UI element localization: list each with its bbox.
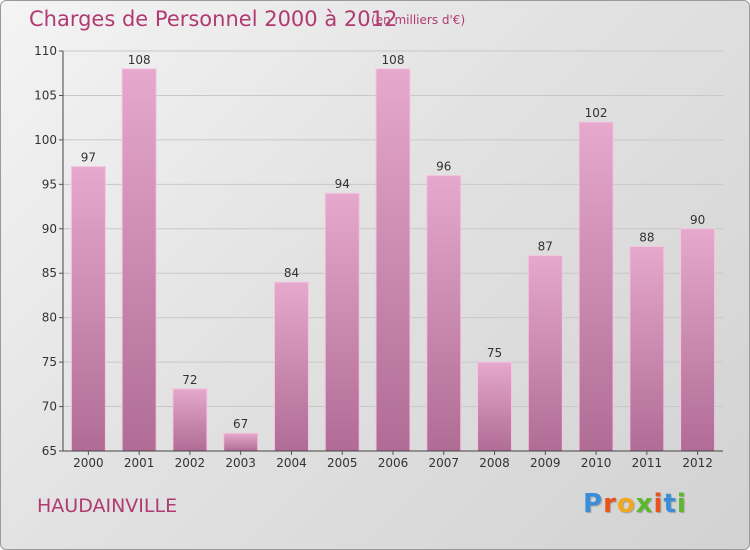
bar-2005 bbox=[324, 192, 360, 452]
bar-2006 bbox=[375, 68, 411, 452]
y-tick-label: 70 bbox=[42, 400, 57, 414]
bar-2001 bbox=[121, 68, 157, 452]
x-tick-label-2012: 2012 bbox=[682, 456, 713, 470]
logo-letter: o bbox=[616, 489, 636, 519]
x-tick-label-2002: 2002 bbox=[175, 456, 206, 470]
bar-2000 bbox=[70, 166, 106, 452]
x-tick-label-2005: 2005 bbox=[327, 456, 358, 470]
axes bbox=[59, 50, 723, 455]
y-tick-label: 85 bbox=[42, 266, 57, 280]
x-tick-label-2004: 2004 bbox=[276, 456, 307, 470]
bars bbox=[70, 68, 716, 452]
x-tick-label-2001: 2001 bbox=[124, 456, 155, 470]
x-tick-label-2000: 2000 bbox=[73, 456, 104, 470]
logo-letter: i bbox=[653, 489, 664, 519]
logo-letter: r bbox=[603, 489, 617, 519]
x-tick-label-2003: 2003 bbox=[225, 456, 256, 470]
x-tick-label-2006: 2006 bbox=[378, 456, 409, 470]
x-tick-label-2011: 2011 bbox=[632, 456, 663, 470]
bar-2012 bbox=[680, 228, 716, 452]
chart-subtitle: (en milliers d'€) bbox=[371, 13, 466, 27]
bar-2011 bbox=[629, 246, 665, 452]
data-label-2006: 108 bbox=[382, 53, 405, 67]
y-tick-label: 95 bbox=[42, 177, 57, 191]
data-label-2005: 94 bbox=[335, 177, 350, 191]
bar-2003 bbox=[223, 432, 259, 452]
data-label-2007: 96 bbox=[436, 159, 451, 173]
x-tick-label-2009: 2009 bbox=[530, 456, 561, 470]
commune-name: HAUDAINVILLE bbox=[37, 495, 178, 517]
bar-2004 bbox=[273, 281, 309, 452]
bar-2002 bbox=[172, 388, 208, 452]
logo-letter: t bbox=[663, 489, 677, 519]
x-tick-label-2007: 2007 bbox=[428, 456, 459, 470]
data-label-2010: 102 bbox=[585, 106, 608, 120]
x-tick-label-2008: 2008 bbox=[479, 456, 510, 470]
data-label-2001: 108 bbox=[128, 53, 151, 67]
data-label-2002: 72 bbox=[182, 373, 197, 387]
y-tick-label: 80 bbox=[42, 311, 57, 325]
bar-2008 bbox=[477, 361, 513, 452]
data-label-2009: 87 bbox=[538, 239, 553, 253]
data-label-2012: 90 bbox=[690, 213, 705, 227]
data-label-2008: 75 bbox=[487, 346, 502, 360]
data-label-2000: 97 bbox=[81, 151, 96, 165]
logo-letter: i bbox=[676, 489, 687, 519]
bar-2009 bbox=[527, 254, 563, 452]
labels: 65 70 75 80 85 90 95 100 105 110 97 2000 108 2001 72 20… bbox=[34, 44, 713, 470]
data-label-2004: 84 bbox=[284, 266, 299, 280]
chart-title: Charges de Personnel 2000 à 2012 bbox=[29, 7, 398, 31]
data-label-2011: 88 bbox=[639, 231, 654, 245]
logo-letter: x bbox=[635, 489, 654, 519]
bar-2007 bbox=[426, 174, 462, 452]
data-label-2003: 67 bbox=[233, 417, 248, 431]
y-tick-label: 90 bbox=[42, 222, 57, 236]
logo-letter: P bbox=[583, 489, 604, 519]
y-tick-label: 100 bbox=[34, 133, 57, 147]
y-tick-label: 65 bbox=[42, 444, 57, 458]
bar-2010 bbox=[578, 121, 614, 452]
proxiti-logo: Proxiti bbox=[583, 489, 687, 519]
y-tick-label: 75 bbox=[42, 355, 57, 369]
y-tick-label: 105 bbox=[34, 88, 57, 102]
x-tick-label-2010: 2010 bbox=[581, 456, 612, 470]
y-tick-label: 110 bbox=[34, 44, 57, 58]
